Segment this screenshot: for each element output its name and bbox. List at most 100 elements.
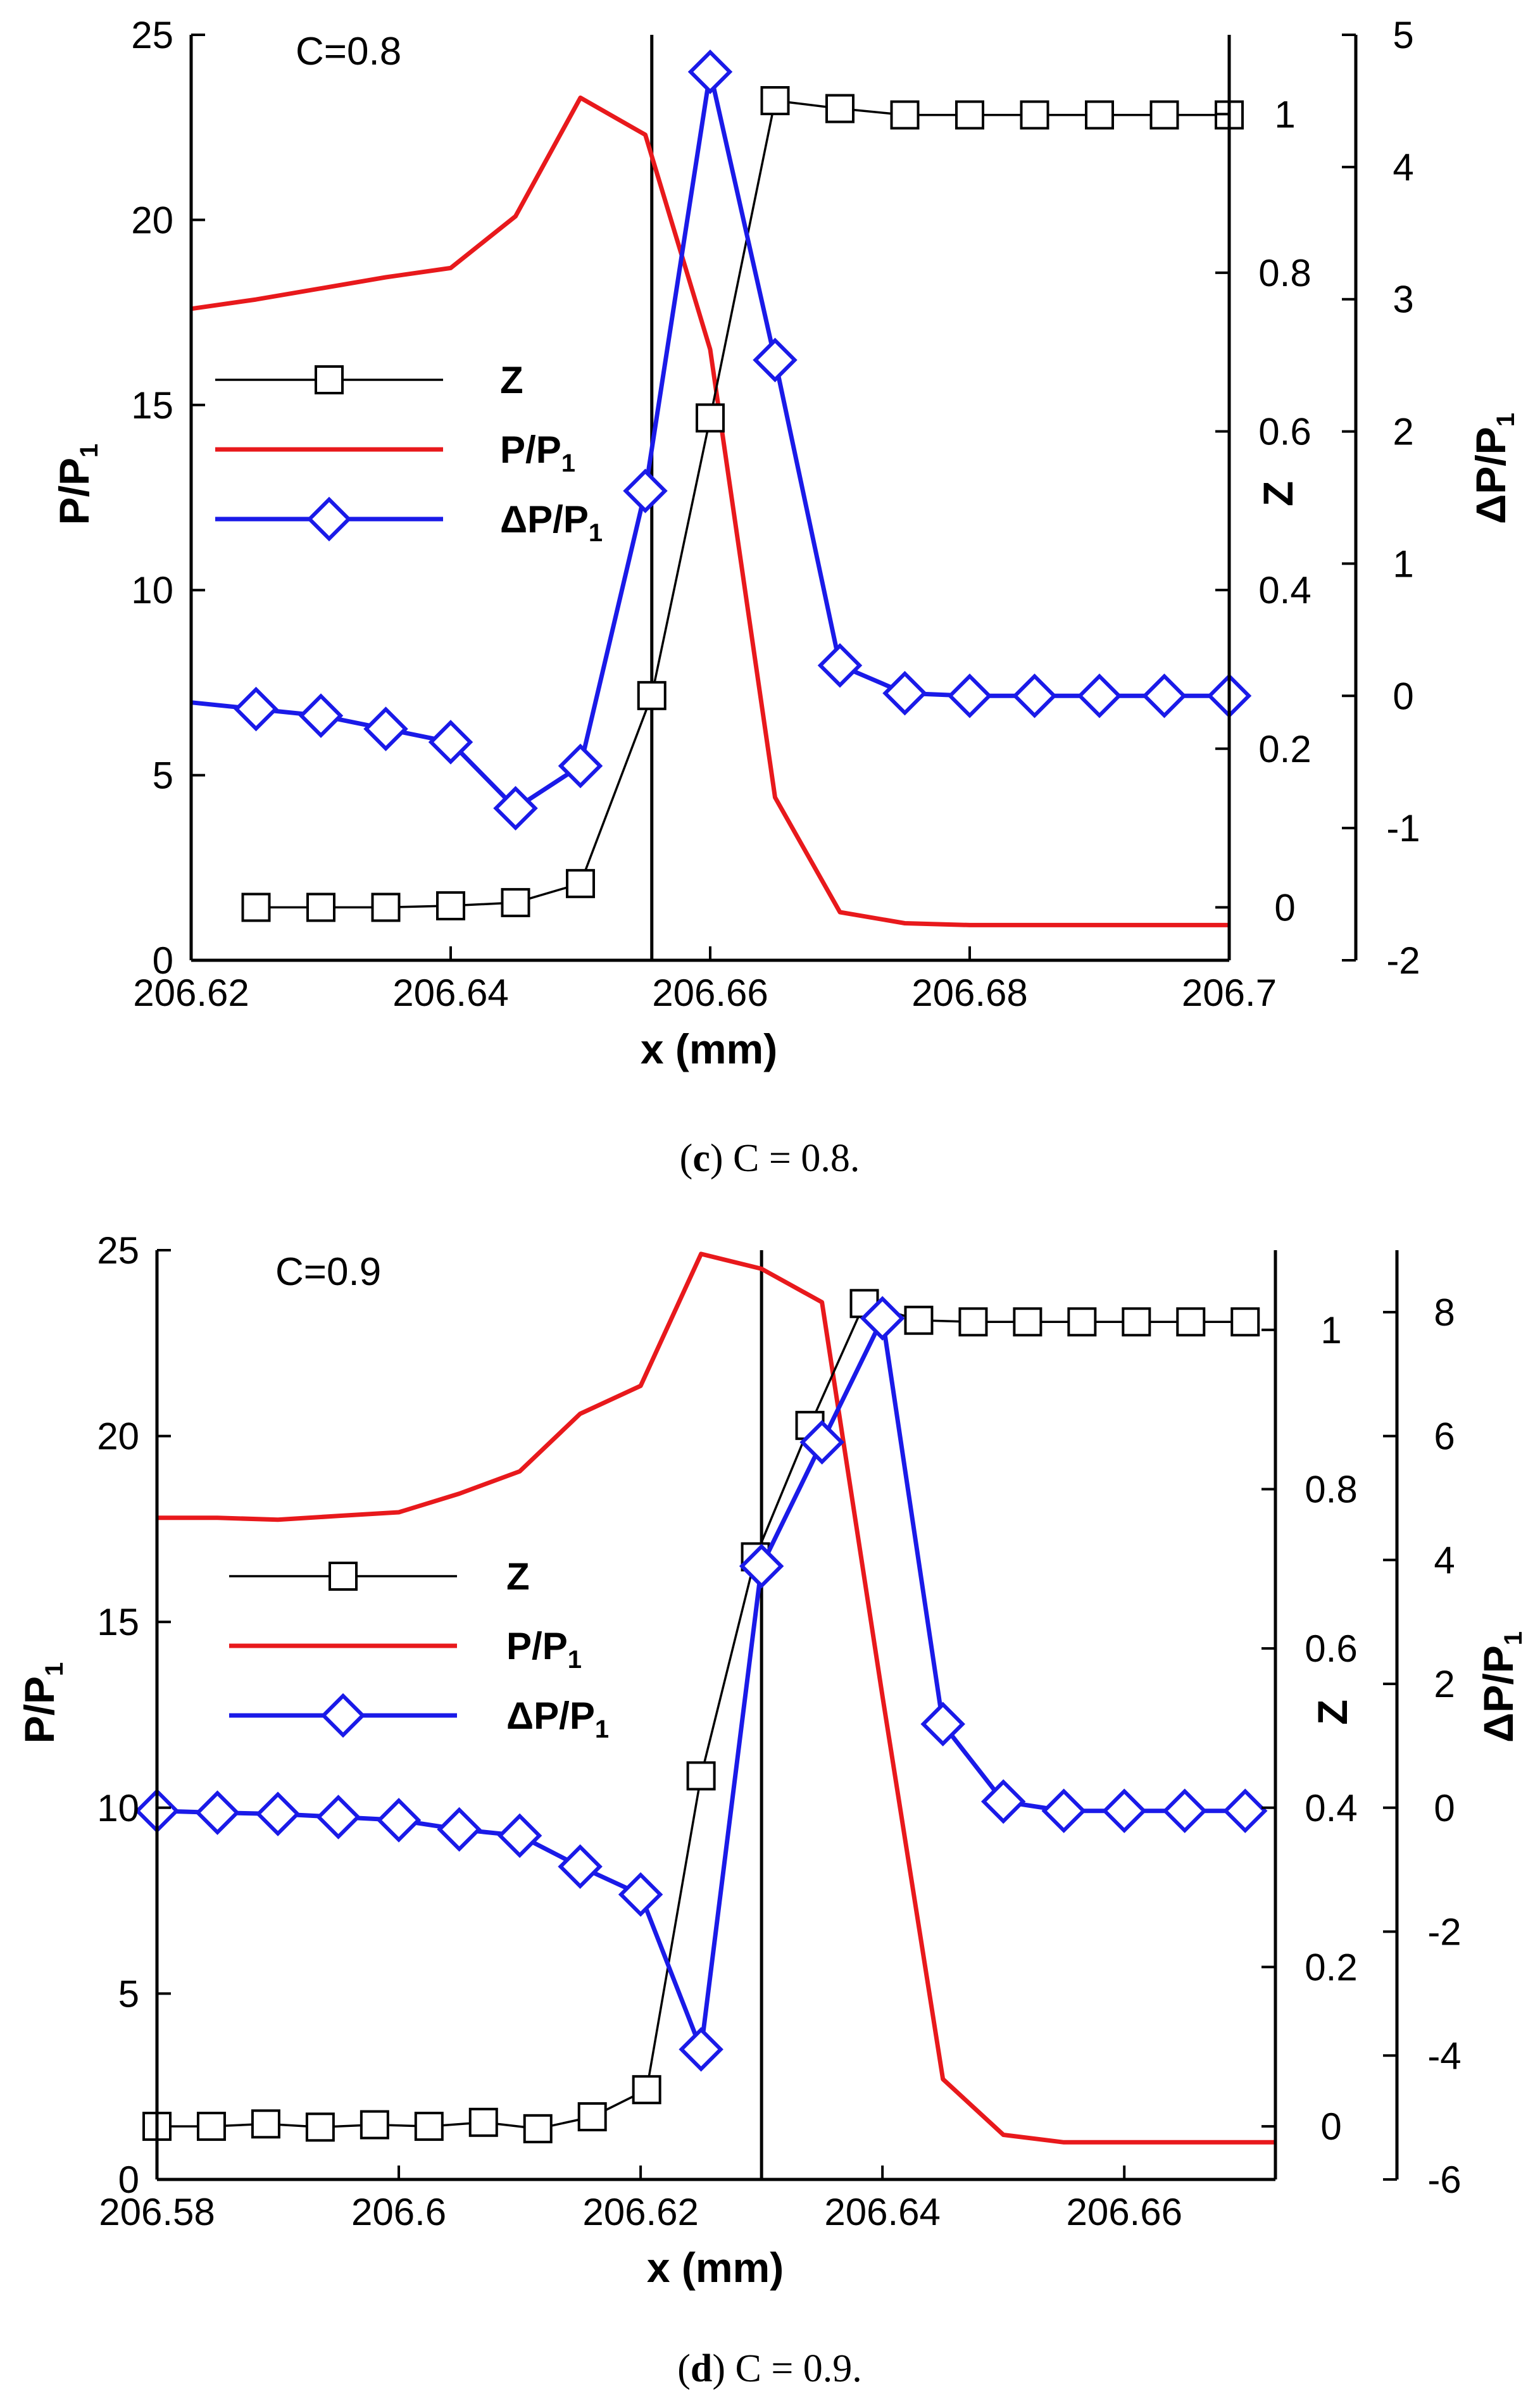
z-point xyxy=(890,100,920,130)
delta-pressure-point xyxy=(623,468,668,513)
y-right-tick-label: 2 xyxy=(1434,1663,1455,1705)
x-tick-label: 206.6 xyxy=(351,2191,446,2233)
y-right-tick-label: 4 xyxy=(1434,1539,1455,1581)
z-tick-label: 0.2 xyxy=(1305,1946,1357,1988)
delta-pressure-point xyxy=(618,1872,663,1917)
x-tick-label: 206.64 xyxy=(824,2191,941,2233)
y-right-tick-label: 5 xyxy=(1393,14,1413,56)
y-left-tick-label: 25 xyxy=(131,14,173,56)
plot-content-d xyxy=(134,1250,1275,2179)
legend-label-1: P/P1 xyxy=(506,1625,582,1674)
series-line-pressure xyxy=(191,95,1229,927)
delta-pressure-point xyxy=(980,1779,1026,1824)
z-tick-label: 1 xyxy=(1320,1309,1341,1351)
y-right-title-c: ΔP/P1 xyxy=(1467,413,1520,524)
z-tick-label: 0.4 xyxy=(1258,569,1311,611)
z-tick-label: 0.6 xyxy=(1305,1627,1357,1670)
delta-pressure-point xyxy=(1012,674,1057,718)
delta-pressure-point xyxy=(882,670,927,716)
z-point xyxy=(360,2110,389,2140)
delta-pressure-point xyxy=(497,1813,542,1859)
axes-d: 206.58 206.6 206.62 206.64 206.6605101520250… xyxy=(97,1229,1461,2233)
delta-pressure-point xyxy=(860,1296,905,1341)
y-right-tick-label: 4 xyxy=(1393,146,1413,189)
y-right-tick-label: 8 xyxy=(1434,1291,1455,1334)
z-point xyxy=(958,1307,988,1337)
y-left-tick-label: 20 xyxy=(97,1415,139,1458)
x-axis-title-d: x (mm) xyxy=(647,2244,784,2291)
y-right-tick-label: 0 xyxy=(1434,1787,1455,1829)
z-point xyxy=(686,1761,716,1791)
legend-marker-square xyxy=(329,1562,358,1591)
delta-pressure-point xyxy=(316,1795,361,1840)
delta-pressure-point xyxy=(817,643,863,688)
y-left-tick-label: 10 xyxy=(97,1787,139,1829)
y-right-tick-label: -1 xyxy=(1386,807,1420,849)
legend-d: Z P/P1 ΔP/P1 xyxy=(229,1555,609,1743)
legend-marker-square xyxy=(315,365,344,394)
series-line-pressure xyxy=(157,1251,1275,2145)
delta-pressure-point xyxy=(255,1791,301,1836)
z-point xyxy=(436,891,465,920)
z-point xyxy=(1067,1307,1097,1337)
delta-pressure-point xyxy=(753,337,798,383)
z-point xyxy=(371,893,401,922)
z-point xyxy=(696,403,725,433)
delta-pressure-point xyxy=(1162,1788,1207,1833)
y-left-tick-label: 0 xyxy=(153,939,173,982)
y-left-title-c: P/P1 xyxy=(51,444,103,525)
legend-marker-diamond xyxy=(306,496,352,542)
legend-label-2: ΔP/P1 xyxy=(506,1695,609,1743)
delta-pressure-point xyxy=(1041,1788,1086,1833)
z-tick-label: 1 xyxy=(1274,93,1295,135)
delta-pressure-point xyxy=(437,1807,482,1852)
y-left-tick-label: 10 xyxy=(131,569,173,611)
x-tick-label: 206.66 xyxy=(652,972,768,1014)
x-tick-label: 206.7 xyxy=(1182,972,1277,1014)
delta-pressure-point xyxy=(739,1543,784,1589)
delta-pressure-point xyxy=(1223,1788,1268,1833)
plot-content-c xyxy=(191,35,1252,960)
legend-label-2: ΔP/P1 xyxy=(500,498,603,547)
delta-pressure-point xyxy=(376,1798,422,1843)
y-left-tick-label: 15 xyxy=(131,384,173,427)
z-point xyxy=(1020,100,1049,130)
z-tick-label: 0 xyxy=(1274,886,1295,929)
y-right-tick-label: 0 xyxy=(1393,675,1413,717)
y-right-title-d: ΔP/P1 xyxy=(1475,1631,1527,1743)
y-right-tick-label: -2 xyxy=(1427,1911,1461,1953)
y-left-tick-label: 0 xyxy=(118,2159,139,2201)
z-point xyxy=(825,94,855,123)
delta-pressure-point xyxy=(428,720,473,765)
z-tick-label: 0.8 xyxy=(1258,252,1311,294)
delta-pressure-point xyxy=(558,743,603,789)
series-line-z xyxy=(256,99,1229,909)
delta-pressure-point xyxy=(947,674,992,718)
legend-c: Z P/P1 ΔP/P1 xyxy=(215,359,603,547)
z-point xyxy=(196,2112,226,2141)
delta-pressure-point xyxy=(234,686,279,732)
z-point xyxy=(1085,100,1114,130)
x-tick-label: 206.64 xyxy=(392,972,509,1014)
x-axis-title-c: x (mm) xyxy=(641,1025,777,1072)
z-tick-label: 0.2 xyxy=(1258,728,1311,770)
z-point xyxy=(577,2102,607,2131)
z-point xyxy=(523,2114,553,2143)
z-point xyxy=(501,887,530,917)
legend-marker-diamond xyxy=(320,1693,366,1738)
chart-panel-d: Z P/P1 ΔP/P1 206.58 206.6 206.62 206.64 206.66… xyxy=(16,1229,1527,2390)
y-right-tick-label: -2 xyxy=(1386,939,1420,982)
delta-pressure-point xyxy=(298,693,344,738)
x-tick-label: 206.58 xyxy=(99,2191,215,2233)
delta-pressure-point xyxy=(687,49,733,94)
caption-c: (c) C = 0.8. xyxy=(680,1137,860,1180)
z-axis-title-c: Z xyxy=(1255,481,1301,506)
delta-pressure-point xyxy=(920,1702,965,1746)
z-point xyxy=(1013,1307,1042,1337)
z-point xyxy=(955,100,984,130)
delta-pressure-point xyxy=(195,1790,240,1835)
legend-label-0: Z xyxy=(500,359,523,401)
delta-pressure-point xyxy=(363,706,408,751)
z-tick-label: 0.6 xyxy=(1258,411,1311,453)
